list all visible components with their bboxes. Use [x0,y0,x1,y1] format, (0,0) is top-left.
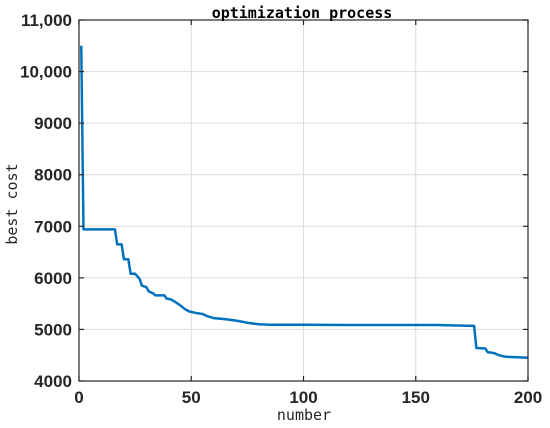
y-tick-label: 7000 [34,217,72,236]
y-tick-label: 10,000 [20,63,72,82]
y-axis-tick-labels: 4000 5000 6000 7000 8000 9000 10,000 11,000 [20,11,72,391]
y-tick-label: 5000 [34,320,72,339]
x-tick-label: 50 [182,388,201,407]
x-tick-label: 150 [402,388,430,407]
y-tick-label: 8000 [34,166,72,185]
chart-title: optimization process [212,4,393,22]
y-axis-title: best cost [3,163,21,244]
x-axis-title: number [277,406,331,424]
x-tick-label: 200 [514,388,542,407]
y-tick-label: 4000 [34,372,72,391]
y-tick-label: 6000 [34,269,72,288]
y-tick-label: 11,000 [21,11,72,30]
y-tick-label: 9000 [34,114,72,133]
grid-lines [78,19,529,382]
series-layer [80,45,529,360]
x-axis-tick-labels: 0 50 100 150 200 [74,388,542,407]
x-tick-label: 100 [289,388,317,407]
x-tick-label: 0 [74,388,83,407]
tick-marks [78,19,529,382]
series-line [80,45,529,360]
